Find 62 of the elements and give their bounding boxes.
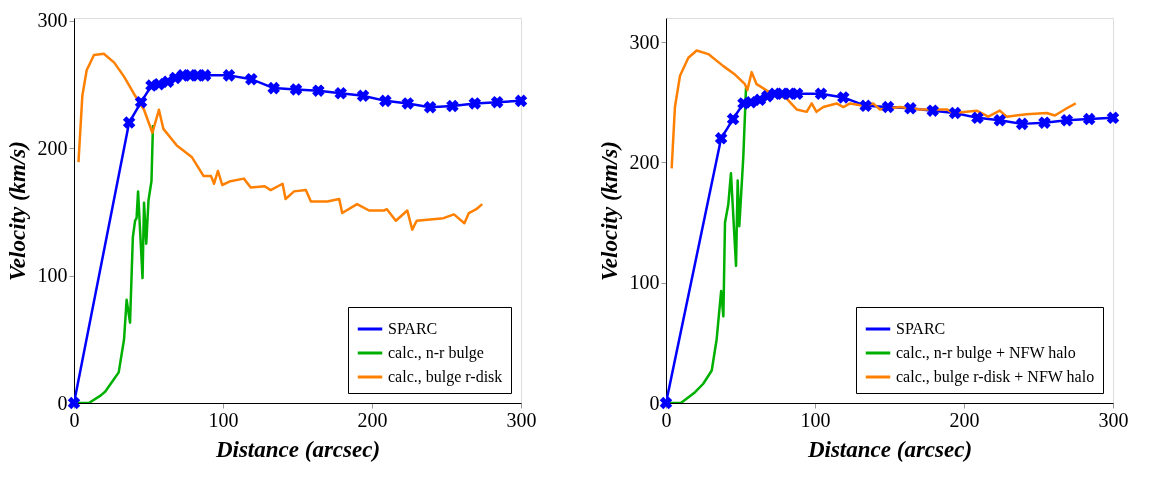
point — [659, 396, 673, 410]
y-tick-label: 100 — [629, 271, 660, 294]
point — [926, 104, 939, 117]
point — [971, 111, 984, 125]
legend-label: calc., bulge r-disk — [388, 368, 503, 386]
point — [222, 69, 236, 82]
y-tick-label: 300 — [37, 9, 68, 32]
point — [904, 101, 917, 115]
point — [152, 78, 166, 91]
point — [1082, 112, 1096, 126]
x-tick-label: 200 — [949, 408, 980, 431]
y-axis-title: Velocity (km/s) — [596, 141, 622, 281]
point — [468, 97, 482, 110]
point — [1060, 114, 1074, 127]
point — [379, 94, 392, 108]
point — [356, 89, 370, 103]
point — [514, 94, 528, 108]
legend-label: calc., n-r bulge + NFW halo — [896, 344, 1076, 362]
point — [134, 95, 148, 109]
x-tick-label: 300 — [506, 408, 537, 431]
point — [744, 95, 758, 109]
point — [446, 99, 459, 113]
point — [245, 72, 258, 86]
point — [993, 114, 1007, 127]
y-axis-title: Velocity (km/s) — [4, 141, 30, 281]
point — [948, 106, 962, 120]
x-axis-title: Distance (arcsec) — [806, 436, 973, 462]
point — [714, 132, 728, 145]
y-tick-label: 100 — [37, 264, 68, 287]
point — [334, 86, 347, 100]
point — [122, 116, 136, 129]
y-tick-label: 200 — [37, 136, 68, 159]
point — [312, 84, 325, 97]
legend-label: SPARC — [388, 320, 438, 337]
point — [401, 97, 415, 110]
x-tick-label: 100 — [800, 408, 831, 431]
x-axis-title: Distance (arcsec) — [214, 436, 381, 462]
point — [1038, 116, 1051, 129]
point — [490, 95, 504, 109]
point — [726, 112, 740, 126]
point — [67, 396, 81, 410]
y-tick-label: 0 — [649, 391, 660, 414]
legend-label: calc., n-r bulge — [388, 344, 484, 362]
line-series — [670, 49, 1077, 170]
point — [267, 81, 280, 95]
y-tick-label: 0 — [57, 391, 68, 414]
point — [859, 99, 872, 113]
point — [881, 100, 895, 114]
point — [289, 83, 303, 96]
y-tick-label: 300 — [629, 30, 660, 53]
point — [423, 100, 437, 114]
legend-label: calc., bulge r-disk + NFW halo — [896, 368, 1095, 386]
point — [1106, 111, 1120, 125]
x-tick-label: 100 — [208, 408, 239, 431]
point — [1015, 117, 1029, 131]
legend-label: SPARC — [896, 320, 946, 337]
y-tick-label: 200 — [629, 150, 660, 173]
point — [837, 91, 850, 104]
point — [814, 87, 828, 101]
x-tick-label: 200 — [357, 408, 388, 431]
x-tick-label: 300 — [1098, 408, 1129, 431]
line-series — [77, 52, 484, 231]
